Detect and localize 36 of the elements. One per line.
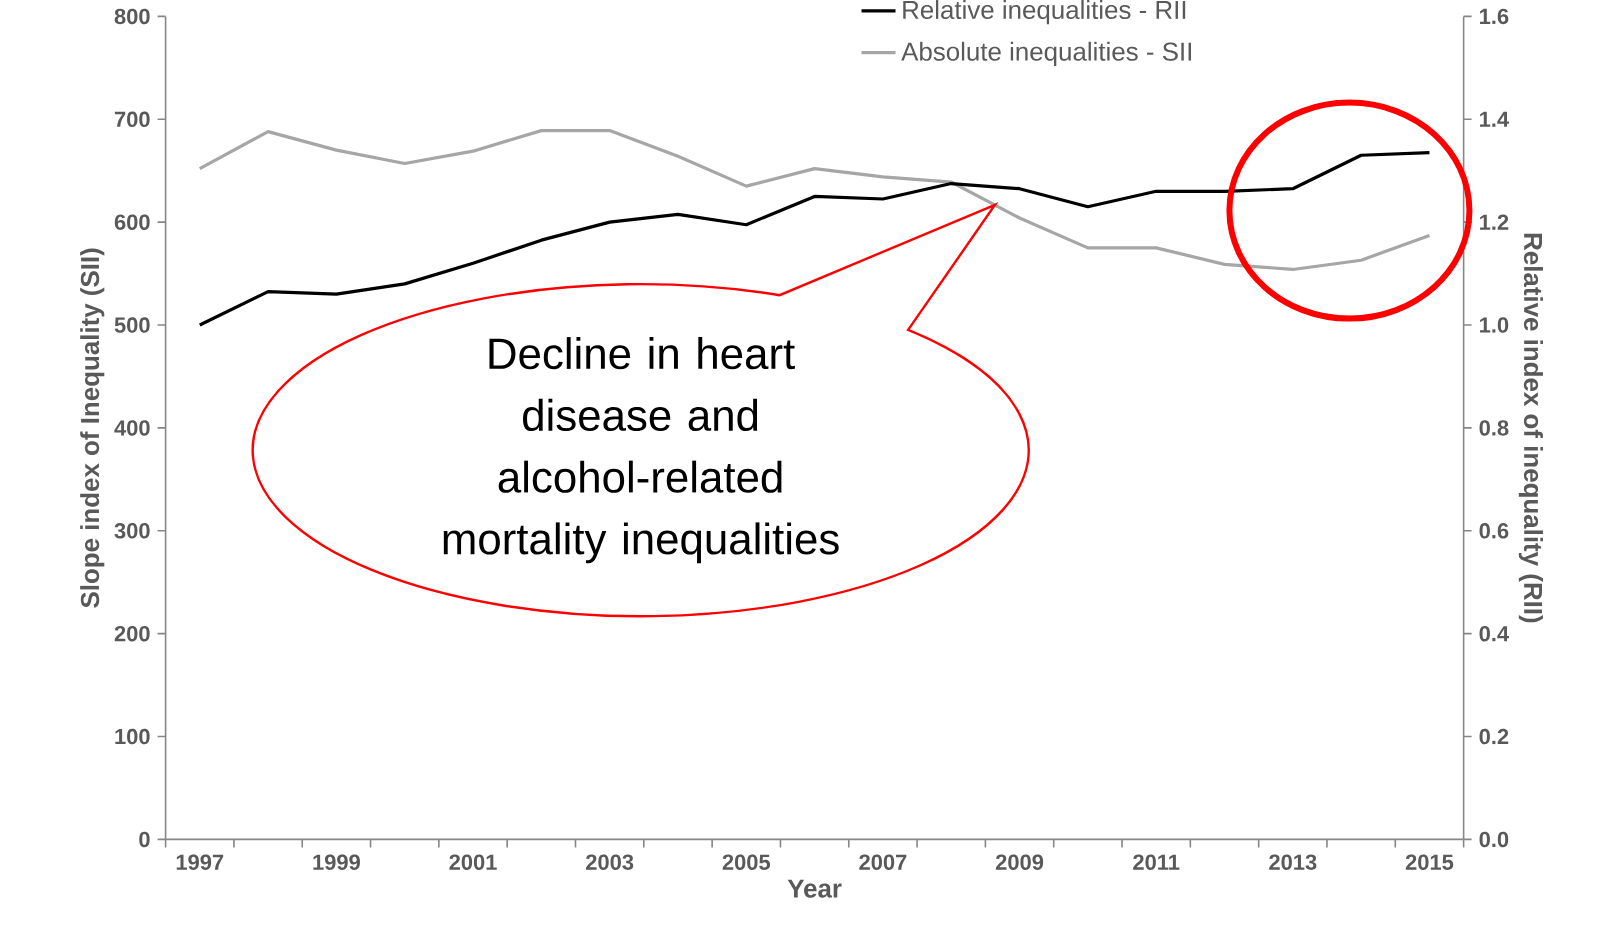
- annotation: Decline in heart disease and alcohol-related mortality inequalities: [443, 337, 839, 564]
- y2-tick-label: 1.2: [1480, 214, 1509, 230]
- y-axis-title: Slope index of Inequality (SII): [80, 248, 105, 608]
- y-tick-label: 200: [114, 625, 150, 642]
- y-tick-label: 100: [115, 728, 150, 745]
- x-tick-label: 1997: [176, 854, 224, 870]
- y-tick-label: 400: [114, 420, 150, 436]
- x-tick-label: 2003: [586, 854, 634, 870]
- y2-tick-label: 0.4: [1479, 625, 1509, 642]
- y-tick-label: 300: [114, 523, 150, 539]
- y2-tick-label: 1.0: [1480, 317, 1509, 333]
- x-tick-label: 2015: [1405, 854, 1454, 870]
- line-series: [198, 128, 1432, 272]
- x-tick-label: 2007: [859, 854, 907, 870]
- x-axis-title: Year: [787, 879, 842, 898]
- y-tick-label: 800: [114, 8, 150, 25]
- x-tick-label: 2005: [722, 854, 771, 870]
- x-tick-label: 2001: [449, 854, 497, 870]
- y2-tick-label: 1.4: [1480, 111, 1509, 127]
- y2-tick-label: 0.8: [1479, 420, 1509, 436]
- legend-label: Relative inequalities - RII: [903, 0, 1186, 25]
- y2-tick-label: 0.2: [1479, 728, 1509, 745]
- y2-tick-label: 0.0: [1479, 831, 1509, 848]
- y-tick-label: 700: [114, 111, 150, 128]
- y-tick-label: 600: [114, 214, 150, 230]
- x-tick-label: 2013: [1269, 854, 1317, 870]
- y-tick-label: 0: [139, 831, 150, 848]
- x-tick-label: 2011: [1133, 854, 1180, 870]
- y2-axis-title: Relative index of inequality (RII): [1518, 233, 1543, 623]
- y-tick-label: 500: [114, 317, 150, 333]
- y2-tick-label: 0.6: [1479, 523, 1509, 539]
- y2-tick-label: 1.6: [1480, 8, 1509, 25]
- x-tick-label: 1999: [313, 854, 360, 870]
- legend-label: Absolute inequalities - SII: [901, 41, 1191, 66]
- line-series: [198, 151, 1432, 327]
- x-tick-label: 2009: [995, 854, 1044, 870]
